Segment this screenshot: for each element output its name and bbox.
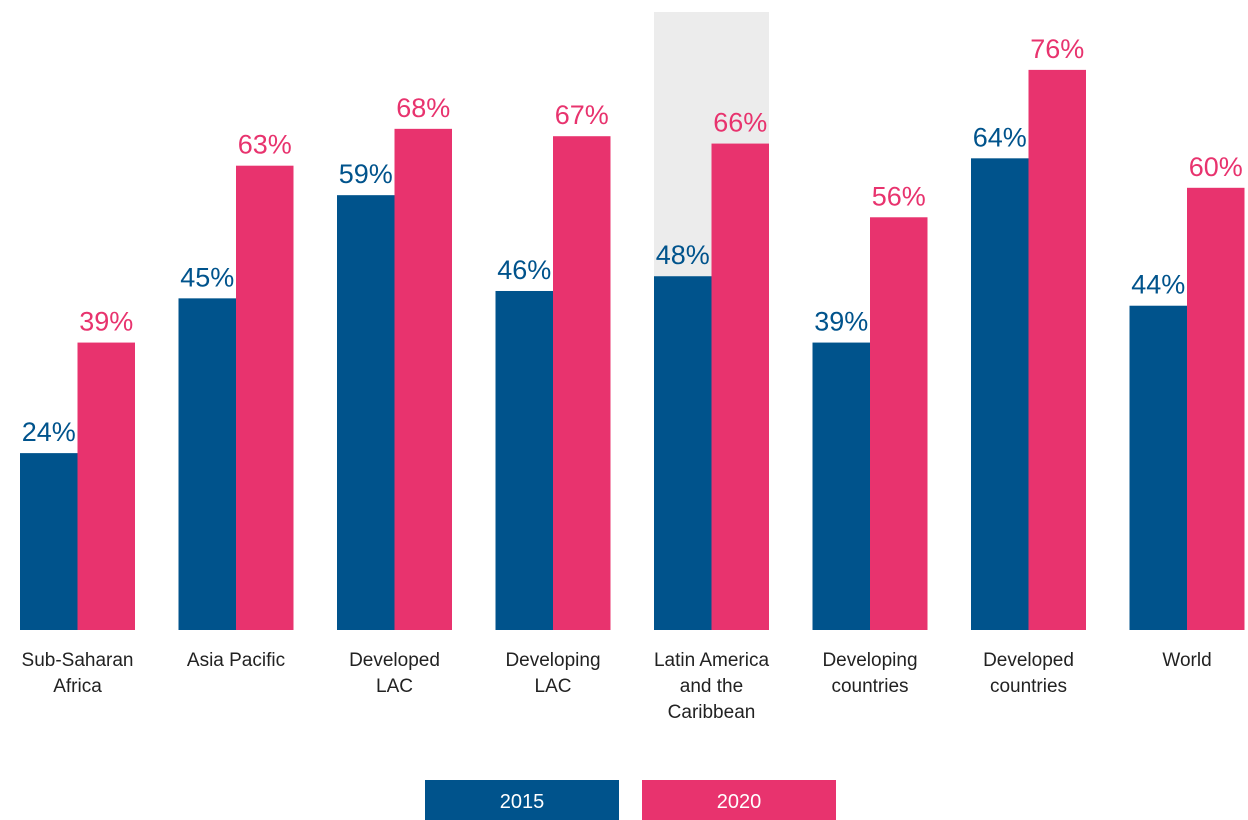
value-label: 56% [872,181,926,211]
value-label: 39% [79,307,133,337]
x-tick-label: Asia Pacific [186,650,286,671]
bar [1028,69,1086,630]
value-label: 63% [238,130,292,160]
bar [1187,187,1245,631]
value-label: 66% [713,108,767,138]
bar [1129,305,1187,630]
x-tick-label: Developed LAC [349,650,440,697]
bar [20,453,78,630]
x-tick-label: Latin America and the Caribbean [653,650,770,723]
value-label: 76% [1030,34,1084,64]
x-tick-label: Developed countries [983,650,1074,697]
legend-item: 2020 [642,780,836,820]
value-label: 46% [497,255,551,285]
value-label: 68% [396,93,450,123]
x-tick-label: Developing LAC [505,650,601,697]
bar [971,158,1029,630]
value-label: 39% [814,307,868,337]
bar [495,290,553,630]
value-label: 24% [22,417,76,447]
bar [178,298,236,630]
bar [394,128,452,630]
bar [553,136,611,630]
bar [337,195,395,631]
bar [654,276,712,630]
value-label: 48% [656,240,710,270]
bar [812,342,870,630]
value-label: 44% [1131,270,1185,300]
value-label: 64% [973,122,1027,152]
value-label: 59% [339,159,393,189]
value-label: 67% [555,100,609,130]
x-tick-label: Developing countries [822,650,918,697]
bar [236,165,294,630]
bar [870,217,928,630]
value-label: 45% [180,262,234,292]
bar [77,342,135,630]
bar [711,143,769,630]
x-tick-label: Sub-Saharan Africa [21,650,134,697]
value-label: 60% [1189,152,1243,182]
legend-item: 2015 [425,780,619,820]
x-tick-label: World [1162,650,1212,671]
